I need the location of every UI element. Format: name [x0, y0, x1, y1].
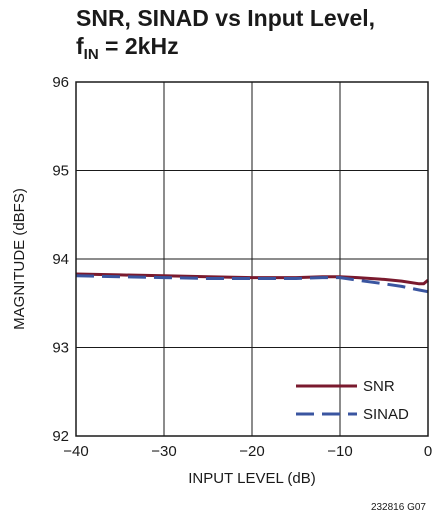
x-tick-label: 0 — [424, 443, 432, 460]
x-tick-label: −30 — [151, 443, 176, 460]
y-axis-label: MAGNITUDE (dBFS) — [11, 188, 28, 330]
y-tick-label: 95 — [52, 163, 69, 180]
series-line-snr — [75, 272, 429, 286]
legend-label-sinad: SINAD — [363, 406, 409, 423]
chart-title-subscript: IN — [84, 46, 99, 63]
x-axis-label: INPUT LEVEL (dB) — [188, 470, 316, 487]
x-tick-label: −40 — [63, 443, 88, 460]
x-tick-label: −20 — [239, 443, 264, 460]
legend: SNR SINAD — [296, 378, 409, 423]
tick-labels: −40 −30 −20 −10 0 92 93 94 95 96 — [52, 74, 432, 460]
grid — [76, 82, 428, 436]
y-tick-label: 94 — [52, 251, 69, 268]
chart-title-line1: SNR, SINAD vs Input Level, — [76, 5, 375, 31]
y-tick-label: 96 — [52, 74, 69, 91]
legend-label-snr: SNR — [363, 378, 395, 395]
plot-frame — [75, 81, 429, 437]
y-tick-label: 93 — [52, 340, 69, 357]
y-tick-label: 92 — [52, 428, 69, 445]
chart-title-line2: fIN = 2kHz — [76, 33, 179, 63]
series-layer — [75, 272, 429, 294]
chart-title-f: f — [76, 33, 84, 59]
x-tick-label: −10 — [327, 443, 352, 460]
figure-code: 232816 G07 — [371, 502, 426, 513]
series-line-sinad — [75, 274, 429, 294]
chart-title-rest: = 2kHz — [99, 33, 179, 59]
